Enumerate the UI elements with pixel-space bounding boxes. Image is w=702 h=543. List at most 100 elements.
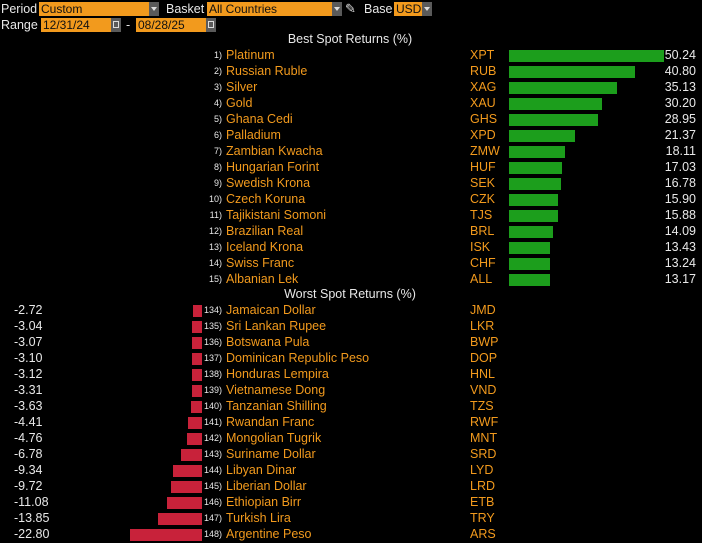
list-item[interactable]: -4.76 142) Mongolian Tugrik MNT: [0, 431, 702, 446]
list-item[interactable]: 9) Swedish Krona SEK 16.78: [0, 176, 702, 191]
list-item[interactable]: -13.85 147) Turkish Lira TRY: [0, 511, 702, 526]
currency-name[interactable]: Gold: [226, 96, 253, 110]
currency-name[interactable]: Swedish Krona: [226, 176, 311, 190]
currency-code: MNT: [470, 431, 498, 445]
list-item[interactable]: -3.10 137) Dominican Republic Peso DOP: [0, 351, 702, 366]
basket-label: Basket: [166, 2, 205, 16]
list-item[interactable]: -3.63 140) Tanzanian Shilling TZS: [0, 399, 702, 414]
currency-name[interactable]: Ghana Cedi: [226, 112, 293, 126]
rank-label: 138): [203, 369, 222, 379]
return-value: 17.03: [664, 160, 696, 174]
return-bar: [509, 82, 618, 94]
list-item[interactable]: 15) Albanian Lek ALL 13.17: [0, 272, 702, 287]
list-item[interactable]: 6) Palladium XPD 21.37: [0, 128, 702, 143]
range-end-input[interactable]: 08/28/25: [136, 18, 206, 32]
list-item[interactable]: 2) Russian Ruble RUB 40.80: [0, 64, 702, 79]
return-value: -3.31: [14, 383, 43, 397]
return-bar: [509, 194, 559, 206]
currency-name[interactable]: Libyan Dinar: [226, 463, 297, 477]
range-start-calendar-icon[interactable]: [111, 18, 121, 32]
return-bar: [509, 114, 599, 126]
currency-name[interactable]: Albanian Lek: [226, 272, 299, 286]
currency-code: XAU: [470, 96, 496, 110]
basket-dropdown-arrow-icon[interactable]: [332, 2, 342, 16]
currency-name[interactable]: Dominican Republic Peso: [226, 351, 370, 365]
currency-name[interactable]: Hungarian Forint: [226, 160, 320, 174]
rank-label: 144): [203, 465, 222, 475]
list-item[interactable]: 7) Zambian Kwacha ZMW 18.11: [0, 144, 702, 159]
return-bar: [187, 433, 202, 445]
list-item[interactable]: 8) Hungarian Forint HUF 17.03: [0, 160, 702, 175]
currency-name[interactable]: Sri Lankan Rupee: [226, 319, 327, 333]
list-item[interactable]: 13) Iceland Krona ISK 13.43: [0, 240, 702, 255]
return-bar: [509, 146, 565, 158]
currency-name[interactable]: Zambian Kwacha: [226, 144, 323, 158]
currency-name[interactable]: Swiss Franc: [226, 256, 295, 270]
return-value: -3.07: [14, 335, 43, 349]
range-start-input[interactable]: 12/31/24: [41, 18, 111, 32]
list-item[interactable]: -9.72 145) Liberian Dollar LRD: [0, 479, 702, 494]
currency-name[interactable]: Tanzanian Shilling: [226, 399, 327, 413]
range-end-calendar-icon[interactable]: [206, 18, 216, 32]
period-dropdown[interactable]: Custom: [39, 2, 149, 16]
currency-name[interactable]: Tajikistani Somoni: [226, 208, 327, 222]
currency-code: BWP: [470, 335, 499, 349]
list-item[interactable]: -3.31 139) Vietnamese Dong VND: [0, 383, 702, 398]
return-value: 15.88: [664, 208, 696, 222]
period-dropdown-arrow-icon[interactable]: [149, 2, 159, 16]
currency-name[interactable]: Vietnamese Dong: [226, 383, 326, 397]
pencil-icon[interactable]: ✎: [345, 1, 356, 16]
list-item[interactable]: 12) Brazilian Real BRL 14.09: [0, 224, 702, 239]
list-item[interactable]: -3.07 136) Botswana Pula BWP: [0, 335, 702, 350]
currency-code: ISK: [470, 240, 491, 254]
return-value: -22.80: [14, 527, 50, 541]
list-item[interactable]: -4.41 141) Rwandan Franc RWF: [0, 415, 702, 430]
list-item[interactable]: -22.80 148) Argentine Peso ARS: [0, 527, 702, 542]
currency-name[interactable]: Suriname Dollar: [226, 447, 316, 461]
base-dropdown[interactable]: USD: [394, 2, 422, 16]
currency-name[interactable]: Ethiopian Birr: [226, 495, 302, 509]
list-item[interactable]: -9.34 144) Libyan Dinar LYD: [0, 463, 702, 478]
currency-name[interactable]: Platinum: [226, 48, 275, 62]
return-bar: [130, 529, 202, 541]
currency-name[interactable]: Rwandan Franc: [226, 415, 315, 429]
currency-name[interactable]: Turkish Lira: [226, 511, 291, 525]
currency-name[interactable]: Czech Koruna: [226, 192, 306, 206]
list-item[interactable]: -3.04 135) Sri Lankan Rupee LKR: [0, 319, 702, 334]
basket-dropdown[interactable]: All Countries: [207, 2, 332, 16]
currency-name[interactable]: Silver: [226, 80, 258, 94]
rank-label: 139): [203, 385, 222, 395]
currency-name[interactable]: Iceland Krona: [226, 240, 304, 254]
list-item[interactable]: -3.12 138) Honduras Lempira HNL: [0, 367, 702, 382]
list-item[interactable]: 11) Tajikistani Somoni TJS 15.88: [0, 208, 702, 223]
return-value: 13.43: [664, 240, 696, 254]
currency-name[interactable]: Honduras Lempira: [226, 367, 329, 381]
currency-name[interactable]: Jamaican Dollar: [226, 303, 316, 317]
rank-label: 9): [213, 178, 222, 188]
currency-name[interactable]: Mongolian Tugrik: [226, 431, 322, 445]
list-item[interactable]: 3) Silver XAG 35.13: [0, 80, 702, 95]
currency-name[interactable]: Liberian Dollar: [226, 479, 307, 493]
return-value: -3.04: [14, 319, 43, 333]
return-bar: [192, 369, 202, 381]
currency-code: ARS: [470, 527, 496, 541]
return-value: -13.85: [14, 511, 50, 525]
list-item[interactable]: 14) Swiss Franc CHF 13.24: [0, 256, 702, 271]
return-value: -6.78: [14, 447, 43, 461]
list-item[interactable]: -6.78 143) Suriname Dollar SRD: [0, 447, 702, 462]
list-item[interactable]: 10) Czech Koruna CZK 15.90: [0, 192, 702, 207]
currency-name[interactable]: Argentine Peso: [226, 527, 312, 541]
return-value: 16.78: [664, 176, 696, 190]
list-item[interactable]: 1) Platinum XPT 50.24: [0, 48, 702, 63]
currency-name[interactable]: Palladium: [226, 128, 281, 142]
list-item[interactable]: 5) Ghana Cedi GHS 28.95: [0, 112, 702, 127]
base-dropdown-arrow-icon[interactable]: [422, 2, 432, 16]
return-bar: [171, 481, 202, 493]
currency-name[interactable]: Brazilian Real: [226, 224, 304, 238]
currency-name[interactable]: Russian Ruble: [226, 64, 308, 78]
return-value: -9.72: [14, 479, 43, 493]
list-item[interactable]: -2.72 134) Jamaican Dollar JMD: [0, 303, 702, 318]
list-item[interactable]: -11.08 146) Ethiopian Birr ETB: [0, 495, 702, 510]
currency-name[interactable]: Botswana Pula: [226, 335, 310, 349]
list-item[interactable]: 4) Gold XAU 30.20: [0, 96, 702, 111]
